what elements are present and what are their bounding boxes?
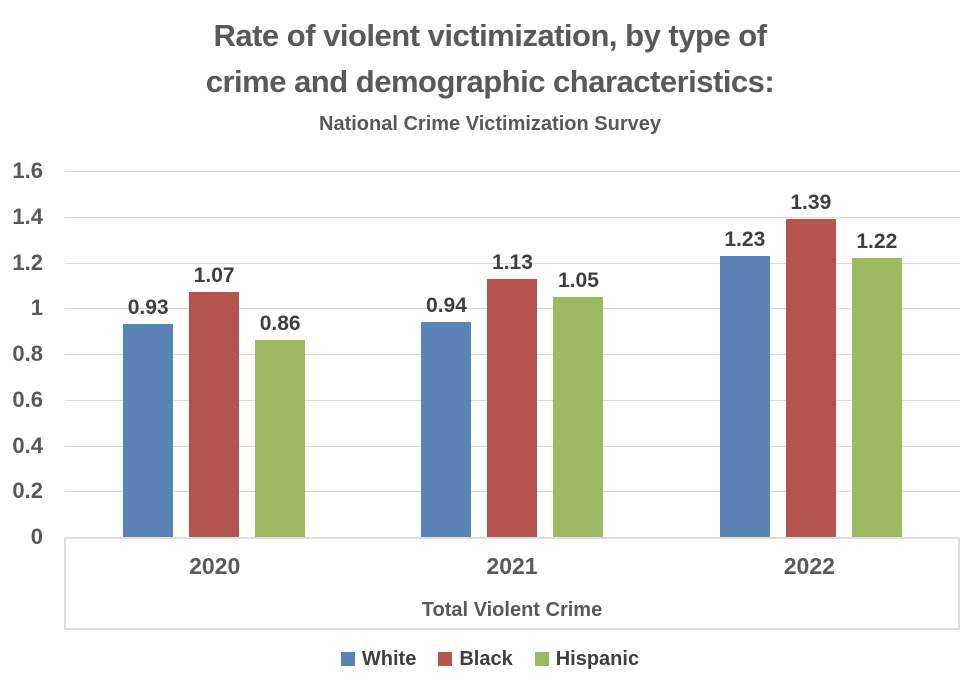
bar-group-2021: 0.94 1.13 1.05 bbox=[363, 171, 661, 537]
y-tick-label: 1.4 bbox=[12, 203, 43, 229]
bar-hispanic-2021 bbox=[553, 296, 604, 537]
bar-value-label: 0.93 bbox=[127, 296, 169, 320]
bar-black-2022 bbox=[785, 219, 836, 537]
bar-white-2022 bbox=[719, 255, 770, 537]
bar-column-hispanic-2022: 1.22 bbox=[851, 171, 902, 537]
gridline bbox=[65, 216, 960, 218]
y-tick-label: 0.8 bbox=[12, 341, 43, 366]
chart-title-line1: Rate of violent victimization, by type o… bbox=[213, 18, 767, 53]
bar-column-black-2021: 1.13 bbox=[487, 171, 538, 537]
legend: White Black Hispanic bbox=[0, 649, 980, 669]
bar-hispanic-2020 bbox=[255, 340, 306, 537]
y-tick-label: 1.2 bbox=[12, 249, 43, 275]
bar-value-label: 0.94 bbox=[426, 293, 467, 317]
category-label-2022: 2022 bbox=[783, 553, 835, 579]
legend-swatch-white bbox=[340, 652, 355, 666]
bar-value-label: 1.22 bbox=[856, 229, 898, 253]
legend-swatch-hispanic bbox=[534, 652, 549, 666]
bar-column-hispanic-2020: 0.86 bbox=[255, 171, 306, 537]
y-tick-label: 0.4 bbox=[12, 432, 43, 458]
category-label-2021: 2021 bbox=[486, 553, 538, 579]
y-axis: 1.6 1.4 1.2 1 0.8 0.6 0.4 0.2 0 bbox=[12, 160, 960, 548]
legend-item-hispanic: Hispanic bbox=[534, 648, 640, 670]
bar-black-2020 bbox=[189, 292, 240, 537]
plot-area: 1.6 1.4 1.2 1 0.8 0.6 0.4 0.2 0 0.93 1.07 0.86 0.94… bbox=[12, 160, 960, 548]
y-tick-label: 0.6 bbox=[12, 386, 43, 412]
gridline bbox=[65, 171, 960, 172]
category-labels: 2020 2021 2022 bbox=[66, 553, 958, 579]
bar-column-white-2021: 0.94 bbox=[421, 171, 472, 537]
bar-group-2022: 1.23 1.39 1.22 bbox=[662, 171, 960, 537]
y-tick-label: 1 bbox=[30, 295, 43, 321]
legend-swatch-black bbox=[438, 652, 453, 666]
bar-black-2021 bbox=[487, 278, 538, 537]
bar-value-label: 1.39 bbox=[790, 191, 832, 215]
chart-title-line2: crime and demographic characteristics: bbox=[205, 64, 775, 99]
legend-label-hispanic: Hispanic bbox=[555, 648, 640, 670]
category-label-2020: 2020 bbox=[189, 553, 241, 579]
bar-value-label: 0.86 bbox=[259, 312, 301, 336]
y-tick-label: 0 bbox=[30, 524, 43, 549]
y-tick-label: 0.2 bbox=[12, 478, 43, 504]
x-axis-box: 2020 2021 2022 Total Violent Crime bbox=[64, 537, 960, 630]
bar-value-label: 1.07 bbox=[193, 264, 235, 288]
bar-hispanic-2022 bbox=[851, 257, 902, 537]
bar-column-black-2020: 1.07 bbox=[189, 171, 240, 537]
legend-label-black: Black bbox=[459, 648, 513, 670]
bar-column-white-2022: 1.23 bbox=[719, 171, 770, 537]
bars-region: 0.93 1.07 0.86 0.94 1.13 1.05 1.23 1.39 1.22 bbox=[65, 171, 960, 537]
legend-label-white: White bbox=[361, 648, 417, 670]
bar-column-white-2020: 0.93 bbox=[123, 171, 174, 537]
x-axis-title: Total Violent Crime bbox=[421, 599, 603, 621]
chart-subtitle: National Crime Victimization Survey bbox=[319, 113, 661, 135]
legend-item-black: Black bbox=[438, 648, 513, 670]
bar-value-label: 1.05 bbox=[558, 268, 599, 292]
gridline bbox=[65, 262, 960, 264]
bar-value-label: 1.13 bbox=[492, 250, 533, 274]
y-tick-label: 1.6 bbox=[12, 158, 43, 183]
bar-column-hispanic-2021: 1.05 bbox=[553, 171, 604, 537]
bar-white-2020 bbox=[123, 324, 174, 537]
bar-group-2020: 0.93 1.07 0.86 bbox=[65, 171, 363, 537]
legend-item-white: White bbox=[340, 648, 417, 670]
bar-column-black-2022: 1.39 bbox=[785, 171, 836, 537]
bar-white-2021 bbox=[421, 321, 472, 537]
chart-title: Rate of violent victimization, by type o… bbox=[0, 13, 980, 105]
bar-value-label: 1.23 bbox=[724, 227, 766, 251]
